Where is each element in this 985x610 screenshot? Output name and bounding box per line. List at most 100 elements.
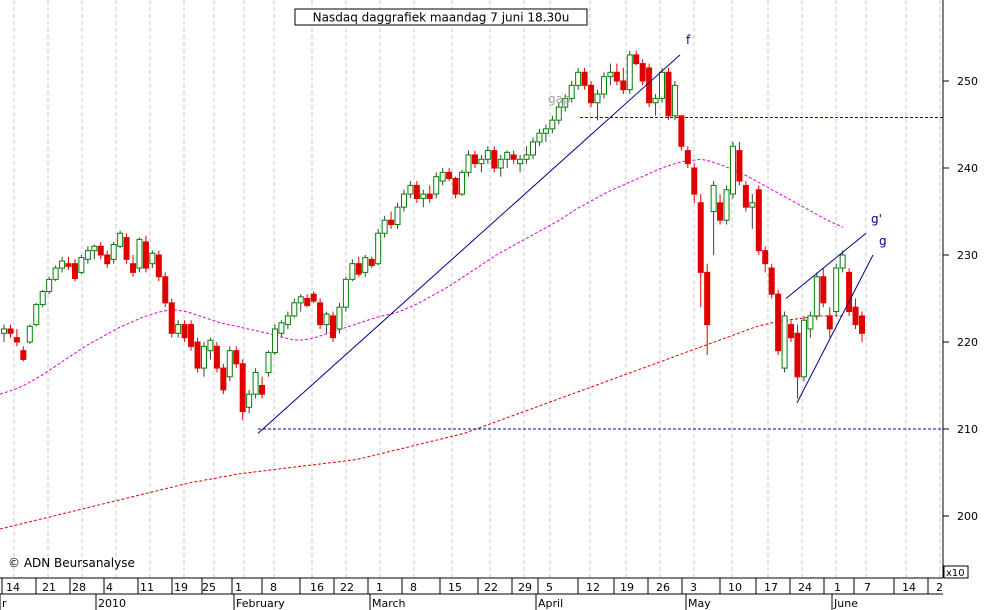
candle-body — [536, 132, 543, 143]
candle-body — [465, 154, 472, 173]
candle-body — [181, 324, 188, 339]
x-day-label: 26 — [656, 581, 670, 594]
candle-body — [846, 271, 853, 313]
candle-body — [742, 184, 749, 208]
candle-body — [426, 193, 433, 199]
x-day-label: 17 — [764, 581, 778, 594]
trend-label-g: g — [879, 234, 887, 248]
candle-body — [723, 189, 730, 221]
candle-body — [136, 238, 143, 269]
trendline-f — [257, 54, 681, 434]
x-day-label: 12 — [586, 581, 600, 594]
x-day-label: 15 — [448, 581, 462, 594]
candle-body — [362, 257, 369, 273]
candle-body — [678, 115, 685, 147]
candle-body — [117, 232, 124, 247]
candle-body — [491, 150, 498, 169]
x-month-label: 2010 — [98, 597, 126, 610]
candle-body — [91, 245, 98, 252]
x-month-label: February — [236, 597, 285, 610]
candle-body — [439, 171, 446, 182]
x-day-label: 14 — [6, 581, 20, 594]
x-day-label: 25 — [202, 581, 216, 594]
candle-body — [794, 332, 801, 378]
candle-body — [407, 184, 414, 195]
x-day-label: 4 — [106, 581, 113, 594]
candle-body — [788, 324, 795, 339]
candle-body — [381, 219, 388, 234]
x-day-label: 22 — [340, 581, 354, 594]
candle-body — [330, 315, 337, 339]
y-tick-label: 230 — [957, 249, 978, 262]
candle-body — [355, 263, 362, 275]
candle-body — [246, 393, 253, 408]
candle-body — [400, 193, 407, 208]
candle-body — [755, 189, 762, 252]
candle-body — [433, 176, 440, 195]
candle-body — [497, 158, 504, 169]
candle-body — [568, 84, 575, 99]
x-day-label: 10 — [728, 581, 742, 594]
candle-body — [542, 128, 549, 134]
candle-body — [271, 328, 278, 353]
candle-body — [452, 177, 459, 195]
candle-body — [600, 76, 607, 95]
candle-body — [510, 154, 517, 160]
candle-body — [633, 54, 640, 65]
candle-body — [162, 276, 169, 304]
candle-body — [213, 345, 220, 369]
ma-short-line — [0, 158, 844, 395]
candle-body — [265, 351, 272, 373]
candle-body — [349, 263, 356, 280]
x-month-label: April — [538, 597, 563, 610]
candle-body — [388, 219, 395, 226]
candle-body — [749, 202, 756, 208]
candle-body — [826, 315, 833, 330]
candle-body — [336, 306, 343, 330]
scale-box — [943, 565, 969, 579]
trendlines — [257, 54, 874, 434]
candle-body — [207, 339, 214, 352]
candle-body — [413, 184, 420, 199]
trendline-g — [796, 254, 874, 404]
x-month-label: r — [2, 597, 7, 610]
candle-body — [652, 97, 659, 104]
y-tick-label: 210 — [957, 423, 978, 436]
candle-body — [471, 154, 478, 165]
candle-body — [613, 71, 620, 82]
plot-background — [0, 0, 943, 578]
candle-body — [717, 202, 724, 221]
x-day-label: 2 — [936, 581, 943, 594]
candle-body — [781, 315, 788, 369]
candle-body — [691, 167, 698, 195]
trendline-g-prime — [785, 232, 867, 299]
candle-body — [646, 67, 653, 104]
x-day-label: 24 — [798, 581, 812, 594]
y-tick-label: 240 — [957, 162, 978, 175]
candle-body — [1, 328, 7, 334]
candle-body — [710, 184, 717, 212]
moving-averages — [0, 158, 844, 530]
candle-body — [33, 304, 40, 326]
candle-body — [684, 150, 691, 165]
candle-body — [259, 385, 266, 395]
candle-body — [13, 337, 20, 343]
candle-body — [839, 254, 846, 269]
candle-body — [549, 119, 556, 130]
candle-body — [562, 97, 569, 108]
candle-body — [607, 71, 614, 78]
candle-body — [71, 263, 78, 279]
x-day-label: 1 — [834, 581, 841, 594]
y-axis: 200 210 220 230 240 250 — [943, 75, 978, 523]
x-day-label: 16 — [310, 581, 324, 594]
trend-label-f: f — [686, 33, 691, 47]
candle-body — [665, 71, 672, 117]
x-day-label: 29 — [518, 581, 532, 594]
candles — [1, 50, 865, 421]
candle-body — [52, 267, 59, 280]
candle-body — [84, 250, 91, 260]
candle-body — [342, 278, 349, 308]
x-day-label: 21 — [42, 581, 56, 594]
candle-body — [588, 84, 595, 104]
candle-body — [768, 267, 775, 295]
